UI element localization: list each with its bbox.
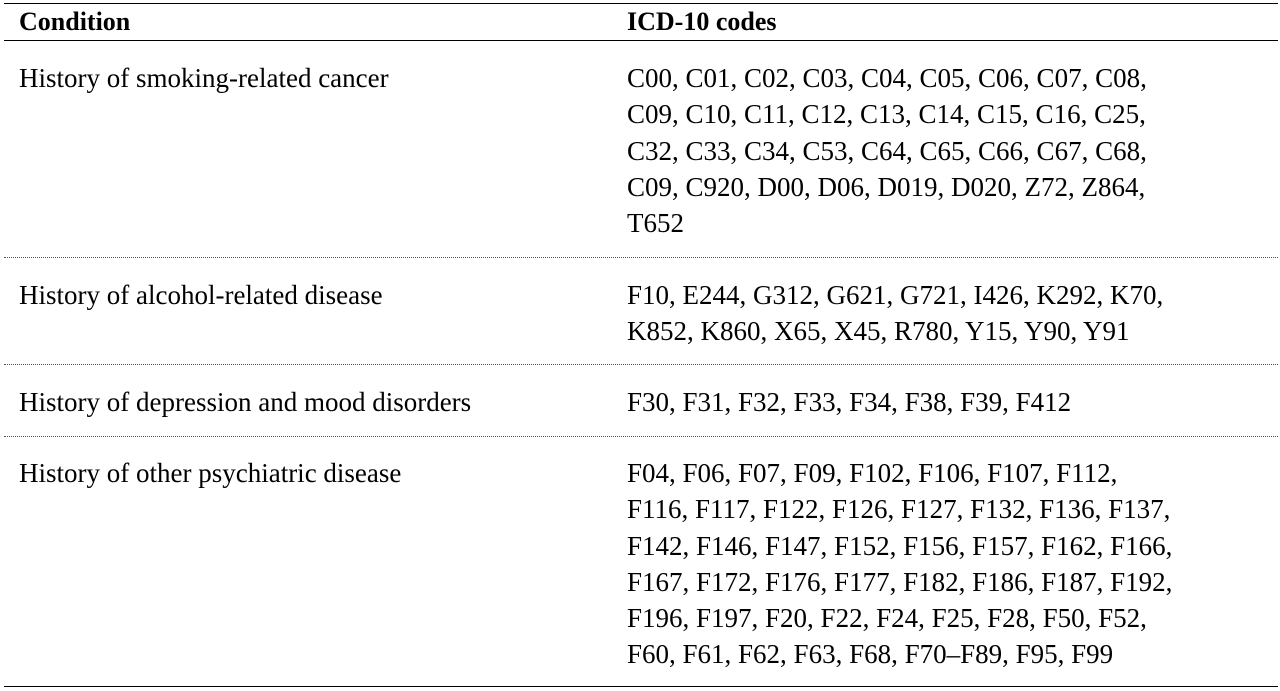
row-condition-alcohol-disease: History of alcohol-related disease [19, 280, 383, 310]
row-condition-other-psychiatric: History of other psychiatric disease [19, 458, 402, 488]
row-divider [4, 436, 1278, 437]
header-rule [4, 40, 1278, 41]
row-divider [4, 257, 1278, 258]
code-line: F60, F61, F62, F63, F68, F70–F89, F95, F… [627, 639, 1114, 670]
code-line: C09, C920, D00, D06, D019, D020, Z72, Z8… [627, 171, 1146, 202]
row-condition-smoking-cancer: History of smoking-related cancer [19, 63, 389, 93]
header-icd10-codes: ICD-10 codes [627, 7, 777, 36]
code-line: F142, F146, F147, F152, F156, F157, F162… [627, 530, 1173, 561]
code-line: F10, E244, G312, G621, G721, I426, K292,… [627, 280, 1164, 310]
row-condition-depression-mood: History of depression and mood disorders [19, 387, 472, 417]
code-line: C32, C33, C34, C53, C64, C65, C66, C67, … [627, 135, 1147, 166]
row-codes-alcohol-disease: F10, E244, G312, G621, G721, I426, K292,… [627, 277, 1267, 350]
code-line: C09, C10, C11, C12, C13, C14, C15, C16, … [627, 99, 1146, 130]
code-line: T652 [627, 208, 684, 239]
row-codes-depression-mood: F30, F31, F32, F33, F34, F38, F39, F412 [627, 384, 1267, 420]
code-line: C00, C01, C02, C03, C04, C05, C06, C07, … [627, 63, 1147, 93]
code-line: F116, F117, F122, F126, F127, F132, F136… [627, 494, 1171, 525]
table-bottom-rule [4, 686, 1278, 687]
code-line: F167, F172, F176, F177, F182, F186, F187… [627, 566, 1173, 597]
code-line: K852, K860, X65, X45, R780, Y15, Y90, Y9… [627, 316, 1130, 347]
row-divider [4, 364, 1278, 365]
row-codes-other-psychiatric: F04, F06, F07, F09, F102, F106, F107, F1… [627, 455, 1267, 673]
code-line: F04, F06, F07, F09, F102, F106, F107, F1… [627, 458, 1118, 488]
code-line: F196, F197, F20, F22, F24, F25, F28, F50… [627, 603, 1147, 634]
row-codes-smoking-cancer: C00, C01, C02, C03, C04, C05, C06, C07, … [627, 60, 1267, 241]
header-condition: Condition [19, 7, 131, 36]
code-line: F30, F31, F32, F33, F34, F38, F39, F412 [627, 387, 1072, 417]
table-top-rule [4, 3, 1278, 4]
